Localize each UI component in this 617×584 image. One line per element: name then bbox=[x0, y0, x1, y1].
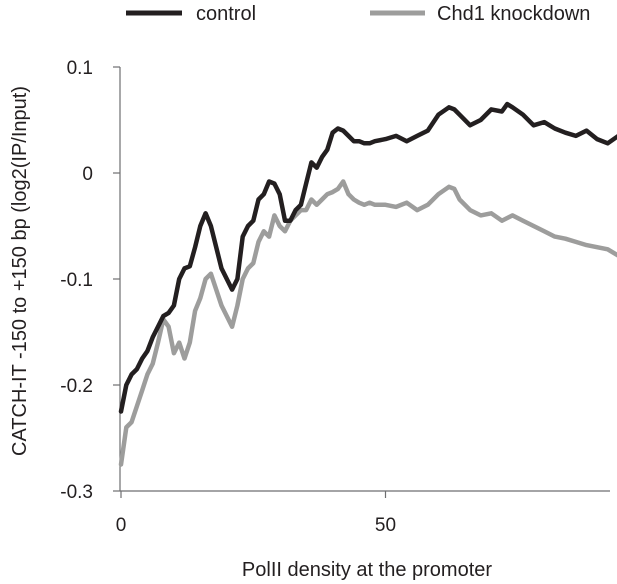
legend: control Chd1 knockdown bbox=[126, 3, 590, 25]
y-tick-label: -0.1 bbox=[60, 270, 93, 291]
series-line-control bbox=[118, 101, 617, 414]
axes bbox=[119, 67, 610, 492]
x-tick-label: 50 bbox=[375, 515, 396, 536]
y-ticks: -0.3 -0.2 -0.1 0 0.1 bbox=[60, 58, 120, 503]
x-axis-label: PolII density at the promoter bbox=[242, 559, 492, 581]
x-tick-label: 0 bbox=[116, 515, 127, 536]
legend-label-control: control bbox=[196, 3, 256, 25]
y-tick-label: 0 bbox=[82, 164, 93, 185]
y-axis-label: CATCH-IT -150 to +150 bp (log2(IP/Input) bbox=[9, 86, 31, 456]
x-ticks: 050100 bbox=[116, 491, 396, 536]
series-lines bbox=[118, 101, 617, 467]
legend-label-chd1-knockdown: Chd1 knockdown bbox=[437, 3, 590, 25]
y-tick-label: -0.3 bbox=[60, 482, 93, 503]
series-line-chd1-knockdown bbox=[118, 179, 617, 467]
y-tick-label: 0.1 bbox=[67, 58, 93, 79]
y-tick-label: -0.2 bbox=[60, 376, 93, 397]
